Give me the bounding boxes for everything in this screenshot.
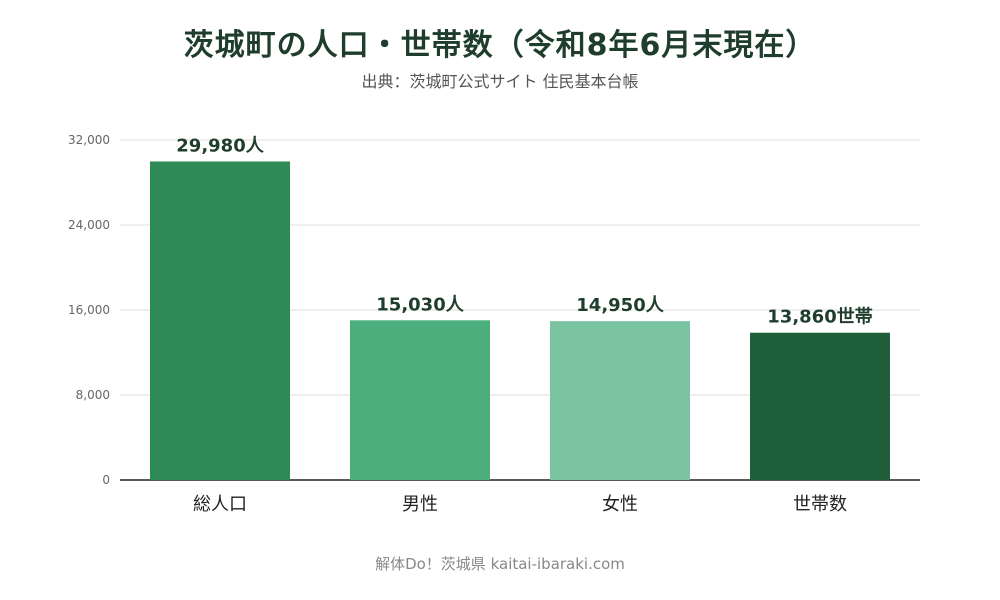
bar	[350, 320, 490, 480]
y-tick-label: 16,000	[68, 303, 110, 317]
y-tick-label: 8,000	[76, 388, 110, 402]
bar	[550, 321, 690, 480]
bar	[750, 332, 890, 480]
data-label: 14,950人	[576, 295, 664, 316]
category-label: 女性	[602, 494, 638, 515]
data-label: 13,860世帯	[767, 306, 872, 328]
footer-credit: 解体Do！茨城県 kaitai-ibaraki.com	[375, 555, 625, 573]
bar	[150, 161, 290, 480]
category-label: 総人口	[193, 494, 247, 515]
chart-subtitle: 出典：茨城町公式サイト 住民基本台帳	[361, 72, 639, 91]
y-tick-label: 24,000	[68, 218, 110, 232]
chart-title: 茨城町の人口・世帯数（令和8年6月末現在）	[183, 28, 817, 63]
y-tick-label: 0	[102, 473, 110, 487]
category-label: 男性	[402, 494, 438, 515]
y-tick-label: 32,000	[68, 133, 110, 147]
data-label: 29,980人	[176, 135, 264, 156]
category-label: 世帯数	[793, 494, 847, 515]
data-label: 15,030人	[376, 294, 464, 315]
